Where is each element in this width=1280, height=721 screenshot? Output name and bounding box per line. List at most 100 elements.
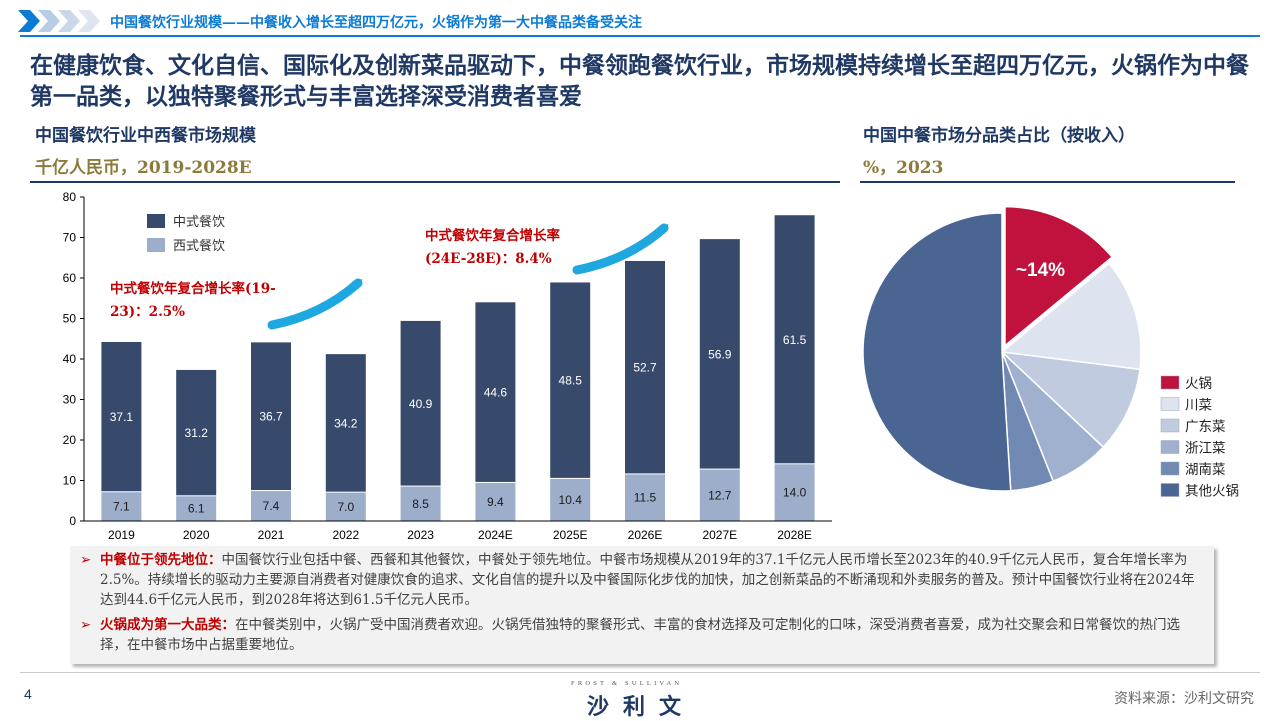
y-tick-label: 0: [69, 514, 76, 528]
pie-legend-swatch: [1160, 461, 1180, 476]
chevron-arrows-icon: [18, 10, 100, 32]
pie-legend-label: 川菜: [1185, 398, 1212, 414]
pie-legend-swatch: [1160, 483, 1180, 497]
stacked-bar-chart: 7.1 37.1 6.1 31.2 7.4 36.7 7.0 34.2 8.5 40.9 9.4 44…: [63, 190, 832, 542]
y-tick-label: 30: [63, 393, 77, 407]
pie-slice-label: ~14%: [1016, 260, 1065, 281]
note-1-lead: 中餐位于领先地位：: [100, 552, 222, 568]
data-label-western: 7.0: [337, 500, 354, 514]
data-label-western: 6.1: [188, 502, 205, 516]
data-label-western: 12.7: [708, 488, 732, 502]
x-tick-label: 2024E: [478, 528, 513, 542]
data-label-western: 10.4: [559, 493, 583, 507]
bar-chinese: [325, 354, 366, 492]
bar-western: [550, 478, 591, 521]
source-note: 资料来源：沙利文研究: [1114, 691, 1254, 707]
bar-chinese: [550, 282, 591, 478]
bar-chinese: [400, 320, 441, 486]
x-tick-label: 2023: [407, 528, 434, 542]
x-tick-label: 2022: [332, 528, 359, 542]
note-2-lead: 火锅成为第一大品类：: [100, 617, 235, 633]
data-label-western: 8.5: [412, 497, 429, 511]
y-tick-label: 50: [63, 312, 77, 326]
cagr-annotation-2-line1: 中式餐饮年复合增长率: [425, 227, 560, 244]
logo-english: FROST & SULLIVAN: [571, 680, 683, 687]
slide-subtitle: 中国餐饮行业规模——中餐收入增长至超四万亿元，火锅作为第一大中餐品类备受关注: [110, 15, 642, 31]
right-panel-title: 中国中餐市场分品类占比（按收入）: [863, 126, 1135, 146]
bar-chinese: [475, 302, 516, 482]
header-divider: [20, 35, 1260, 37]
data-label-chinese: 44.6: [484, 386, 508, 400]
data-label-chinese: 48.5: [559, 374, 583, 388]
legend-swatch-chinese: [147, 214, 165, 228]
data-label-western: 9.4: [487, 495, 504, 509]
y-tick-label: 10: [63, 474, 77, 488]
bullet-arrow-icon: ➢: [80, 617, 92, 633]
y-tick-label: 40: [63, 352, 77, 366]
data-label-chinese: 36.7: [259, 410, 283, 424]
data-label-western: 14.0: [783, 486, 807, 500]
data-label-chinese: 37.1: [110, 410, 134, 424]
cagr-annotation-1-line2: 23)：2.5%: [110, 304, 185, 320]
legend-swatch-western: [147, 238, 165, 252]
right-panel-rule: [860, 181, 1235, 183]
cagr-annotation-1-line1: 中式餐饮年复合增长率(19-: [110, 280, 276, 297]
data-label-chinese: 31.2: [185, 426, 209, 440]
y-tick-label: 70: [63, 231, 77, 245]
data-label-chinese: 56.9: [708, 347, 732, 361]
pie-slice: [999, 350, 1141, 449]
x-tick-label: 2025E: [553, 528, 588, 542]
x-tick-label: 2028E: [777, 528, 812, 542]
x-tick-label: 2026E: [628, 528, 663, 542]
bar-western: [699, 469, 740, 521]
bar-western: [251, 491, 291, 521]
notes-box: ➢ 中餐位于领先地位：中国餐饮行业包括中餐、西餐和其他餐饮，中餐处于领先地位。中…: [70, 546, 1214, 664]
growth-arrow-1-icon: [267, 278, 363, 330]
pie-slice: [1000, 262, 1142, 371]
y-tick-label: 80: [63, 190, 77, 204]
pie-legend-swatch: [1160, 440, 1180, 454]
pie-legend-swatch: [1160, 375, 1180, 390]
right-panel-unit: %，2023: [863, 158, 944, 178]
bar-western: [101, 492, 142, 521]
data-label-western: 11.5: [634, 491, 657, 505]
pie-legend-label: 其他火锅: [1185, 484, 1239, 500]
logo-chinese: 沙利文: [587, 694, 696, 720]
slide-headline: 在健康饮食、文化自信、国际化及创新菜品驱动下，中餐领跑餐饮行业，市场规模持续增长…: [30, 52, 1249, 110]
cagr-annotation-2-line2: (24E-28E)：8.4%: [425, 251, 552, 267]
left-panel-rule: [30, 181, 840, 183]
x-tick-label: 2019: [108, 528, 135, 542]
note-item-1: ➢ 中餐位于领先地位：中国餐饮行业包括中餐、西餐和其他餐饮，中餐处于领先地位。中…: [80, 550, 1198, 610]
bar-chinese: [251, 342, 291, 491]
pie-slice: [862, 212, 1012, 492]
bar-chinese: [101, 341, 142, 492]
bullet-arrow-icon: ➢: [80, 552, 92, 568]
pie-legend-label: 湖南菜: [1185, 462, 1226, 478]
data-label-chinese: 61.5: [783, 333, 807, 347]
x-tick-label: 2027E: [702, 528, 737, 542]
note-1-text: 中国餐饮行业包括中餐、西餐和其他餐饮，中餐处于领先地位。中餐市场规模从2019年…: [100, 552, 1195, 608]
left-panel-title: 中国餐饮行业中西餐市场规模: [35, 126, 256, 146]
y-tick-label: 20: [63, 433, 77, 447]
data-label-chinese: 34.2: [334, 416, 358, 430]
x-tick-label: 2020: [183, 528, 210, 542]
data-label-western: 7.4: [263, 499, 280, 513]
bar-chinese: [176, 369, 217, 496]
legend-label-western: 西式餐饮: [173, 238, 225, 254]
pie-slice: [1004, 205, 1114, 348]
bar-western: [400, 486, 441, 521]
bar-western: [176, 496, 217, 521]
pie-legend-label: 火锅: [1185, 376, 1212, 392]
pie-legend-swatch: [1160, 418, 1180, 433]
pie-legend-label: 广东菜: [1185, 419, 1226, 435]
bar-western: [625, 474, 665, 521]
pie-legend-swatch: [1160, 397, 1180, 411]
data-label-chinese: 40.9: [409, 397, 433, 411]
y-tick-label: 60: [63, 271, 77, 285]
x-tick-label: 2021: [258, 528, 285, 542]
page-number: 4: [24, 686, 32, 702]
bar-chinese: [699, 239, 740, 469]
note-2-text: 在中餐类别中，火锅广受中国消费者欢迎。火锅凭借独特的聚餐形式、丰富的食材选择及可…: [100, 617, 1180, 653]
bar-western: [774, 464, 815, 521]
